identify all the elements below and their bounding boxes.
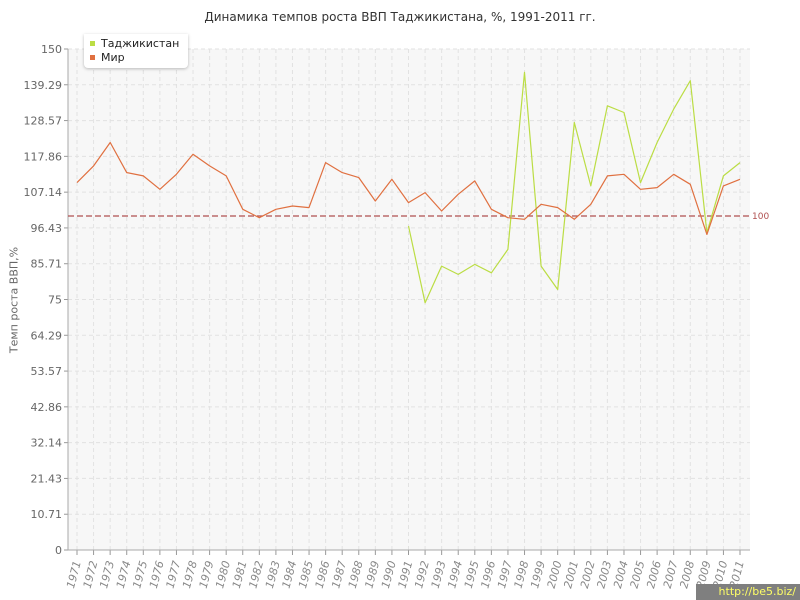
y-tick-label: 10.71: [31, 508, 63, 521]
legend: Таджикистан Мир: [84, 34, 188, 68]
series-line-world: [76, 141, 741, 235]
legend-label-tajikistan: Таджикистан: [101, 37, 180, 50]
legend-item-world[interactable]: Мир: [90, 51, 125, 65]
chart-title: Динамика темпов роста ВВП Таджикистана, …: [204, 10, 596, 24]
y-tick-label: 139.29: [24, 79, 63, 92]
series-line-tajikistan: [407, 71, 741, 304]
reference-line-label: 100: [752, 212, 769, 222]
y-tick-label: 75: [48, 294, 62, 307]
y-tick-label: 128.57: [24, 115, 63, 128]
y-tick-label: 107.14: [24, 186, 63, 199]
y-tick-label: 85.71: [31, 258, 63, 271]
y-tick-label: 32.14: [31, 437, 63, 450]
legend-label-world: Мир: [101, 51, 125, 64]
y-tick-label: 42.86: [31, 401, 63, 414]
y-tick-label: 64.29: [31, 329, 63, 342]
y-tick-label: 117.86: [24, 150, 63, 163]
plot-background: [68, 49, 750, 550]
y-tick-label: 150: [41, 43, 62, 56]
legend-swatch-world: [90, 54, 95, 60]
legend-item-tajikistan[interactable]: Таджикистан: [90, 37, 179, 51]
y-tick-label: 96.43: [31, 222, 63, 235]
y-tick-label: 0: [55, 544, 62, 557]
watermark-link[interactable]: http://be5.biz/: [696, 584, 800, 600]
y-tick-label: 21.43: [31, 472, 63, 485]
y-tick-label: 53.57: [31, 365, 63, 378]
legend-swatch-tajikistan: [90, 40, 95, 46]
